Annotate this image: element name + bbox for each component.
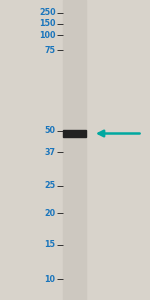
- Text: 150: 150: [39, 20, 56, 28]
- Text: 20: 20: [44, 208, 56, 217]
- Text: 75: 75: [45, 46, 56, 55]
- Text: 25: 25: [44, 182, 56, 190]
- Text: 100: 100: [39, 31, 56, 40]
- Text: 50: 50: [45, 126, 56, 135]
- Text: 10: 10: [45, 274, 56, 284]
- Text: 37: 37: [45, 148, 56, 157]
- Text: 15: 15: [45, 240, 56, 249]
- Bar: [63, 130, 86, 137]
- Bar: [63, 0, 86, 300]
- Text: 250: 250: [39, 8, 56, 17]
